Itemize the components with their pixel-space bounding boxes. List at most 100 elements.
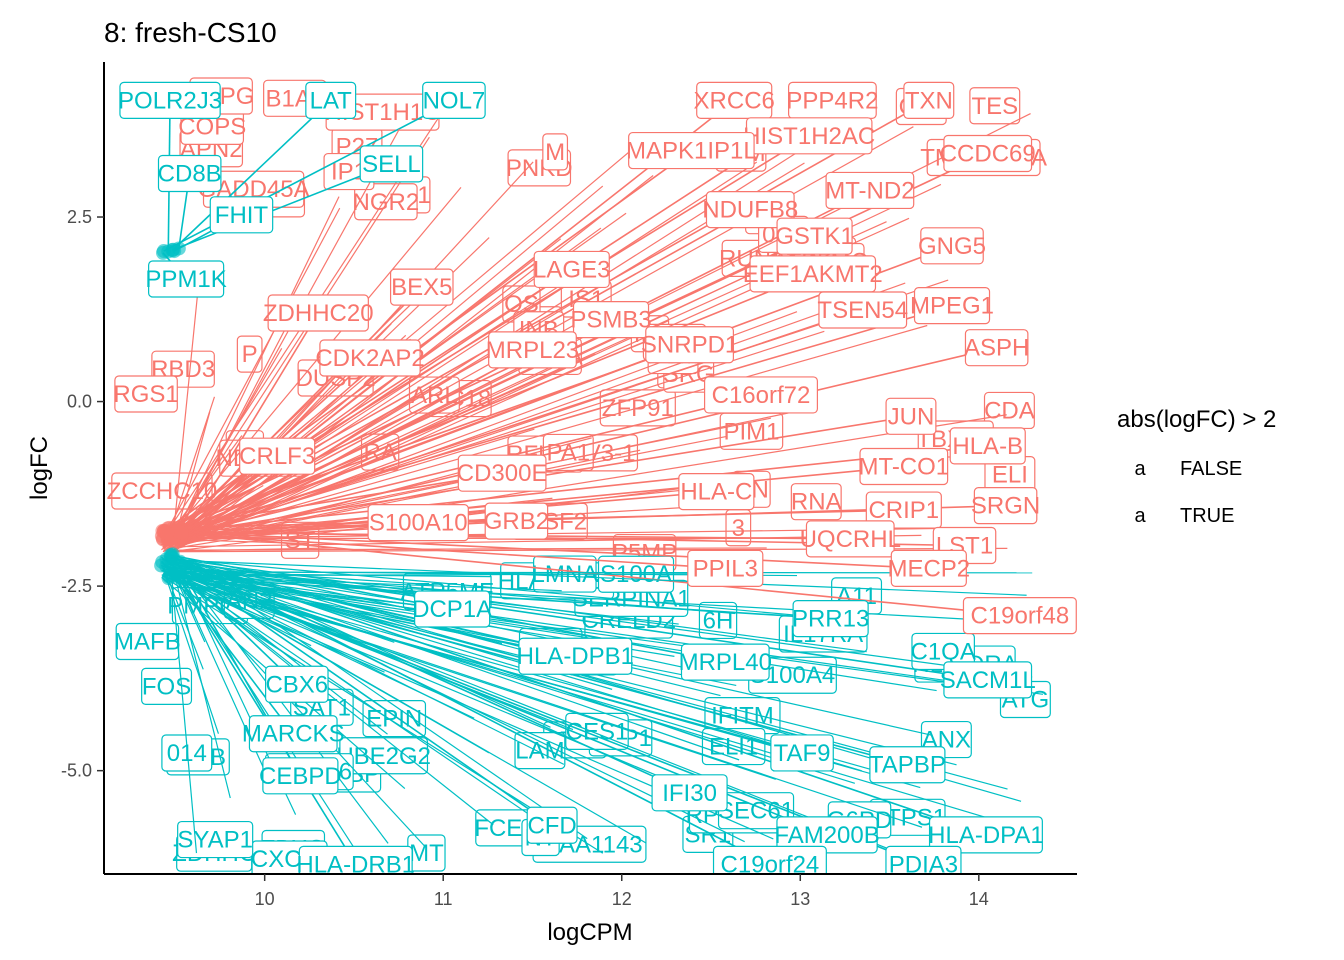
gene-label: HLA-DRB1 — [296, 845, 415, 878]
svg-text:M: M — [545, 139, 565, 166]
fan-line — [172, 571, 206, 643]
connector-line — [179, 235, 815, 535]
legend-label-true: TRUE — [1180, 505, 1234, 527]
svg-text:HLA-DRB1: HLA-DRB1 — [296, 851, 415, 878]
gene-label: XRCC6 — [694, 81, 775, 119]
svg-text:C1QA: C1QA — [910, 638, 975, 665]
svg-text:HLA-C: HLA-C — [680, 479, 752, 506]
fan-line — [167, 573, 587, 639]
legend-key-true: a — [1134, 505, 1146, 527]
gene-label: C16orf72 — [703, 376, 818, 414]
y-axis-ticks: 2.5 0.0 -2.5 -5.0 — [61, 207, 104, 781]
gene-label: TSEN54 — [817, 291, 908, 329]
gene-label: CFD — [526, 806, 578, 844]
svg-text:CDK2AP2: CDK2AP2 — [315, 345, 424, 372]
data-point — [167, 244, 182, 259]
fan-line — [177, 571, 937, 692]
y-tick-label: 2.5 — [67, 207, 92, 227]
gene-label: HLA-B — [949, 427, 1026, 465]
fan-line — [173, 324, 928, 541]
svg-text:CFD: CFD — [527, 812, 576, 839]
background-label: SYAP1 — [177, 820, 254, 859]
x-tick-label: 12 — [612, 889, 632, 909]
gene-label: C19orf48 — [962, 597, 1077, 635]
gene-label: CCDC69 — [940, 134, 1036, 173]
gene-label: SACM1L — [940, 661, 1036, 699]
svg-text:TES: TES — [971, 93, 1018, 120]
background-label: CDA — [983, 391, 1035, 430]
chart-title: 8: fresh-CS10 — [104, 17, 277, 48]
svg-text:GNG5: GNG5 — [918, 233, 986, 260]
gene-label: MT-CO1 — [858, 447, 949, 486]
gene-label: HLA-DPB1 — [517, 637, 634, 675]
svg-text:HIST1H2AC: HIST1H2AC — [743, 123, 875, 150]
data-point — [174, 525, 189, 540]
connector-line — [172, 99, 332, 251]
fan-line — [164, 559, 1027, 596]
fan-line — [165, 571, 737, 687]
gene-label: PSMB3 — [570, 301, 652, 339]
gene-label: BEX5 — [389, 268, 454, 306]
connector-line — [173, 557, 987, 836]
y-tick-label: -5.0 — [61, 761, 92, 781]
gene-label: PPM1K — [145, 260, 227, 298]
svg-text:LAGE3: LAGE3 — [533, 256, 610, 283]
gene-label: TAPBP — [869, 746, 946, 784]
x-tick-label: 13 — [790, 889, 810, 909]
svg-text:HLA-DPA1: HLA-DPA1 — [928, 822, 1044, 849]
svg-text:MRPL40: MRPL40 — [679, 649, 772, 676]
gene-label: PPP4R2 — [786, 81, 878, 119]
svg-text:MT-CO1: MT-CO1 — [858, 454, 949, 481]
svg-text:ZDHHC20: ZDHHC20 — [263, 300, 374, 327]
y-axis-label: logFC — [26, 436, 53, 500]
gene-label: MRPL40 — [679, 643, 772, 681]
svg-text:SNRPD1: SNRPD1 — [641, 332, 738, 359]
fan-line — [174, 570, 356, 850]
gene-label: MRPL23 — [486, 331, 579, 369]
svg-text:XRCC6: XRCC6 — [694, 87, 775, 114]
fan-line — [166, 562, 904, 856]
svg-text:MECP2: MECP2 — [887, 555, 970, 582]
svg-text:IFI30: IFI30 — [662, 780, 717, 807]
svg-text:PDIA3: PDIA3 — [889, 851, 958, 878]
gene-label: FHIT — [209, 196, 274, 234]
legend-entry-false: a FALSE — [1134, 458, 1242, 480]
svg-text:C19orf48: C19orf48 — [971, 603, 1070, 630]
gene-label: CRLF3 — [239, 437, 316, 475]
svg-text:TAPBP: TAPBP — [869, 752, 946, 779]
fan-line — [162, 575, 776, 780]
gene-label: TXN — [903, 81, 955, 119]
connector-line — [177, 575, 831, 620]
gene-label: MT-ND2 — [825, 171, 915, 210]
fan-line — [164, 162, 805, 551]
fan-line — [175, 435, 727, 545]
svg-text:SRGN: SRGN — [971, 493, 1040, 520]
legend-key-false: a — [1134, 458, 1146, 480]
svg-text:CD300E: CD300E — [457, 460, 548, 487]
fan-line — [172, 560, 1033, 678]
svg-text:NGR2: NGR2 — [353, 189, 420, 216]
gene-label: ZDHHC20 — [263, 294, 374, 332]
gene-label: LAT — [305, 81, 357, 119]
svg-text:GRB2: GRB2 — [484, 508, 549, 535]
connector-line — [160, 564, 924, 866]
fan-line — [170, 566, 433, 586]
gene-label: GRB2 — [484, 502, 549, 540]
svg-text:CRLF3: CRLF3 — [239, 443, 315, 470]
svg-text:C16orf72: C16orf72 — [712, 382, 811, 409]
gene-label: NOL7 — [422, 81, 486, 119]
svg-text:CCDC69: CCDC69 — [940, 141, 1036, 168]
svg-text:SACM1L: SACM1L — [940, 667, 1036, 694]
fan-line — [169, 562, 1008, 790]
x-tick-label: 10 — [255, 889, 275, 909]
gene-label: JUN — [885, 397, 937, 435]
svg-text:C19orf24: C19orf24 — [721, 851, 820, 878]
gene-label: MECP2 — [887, 549, 970, 587]
fan-line — [163, 563, 291, 667]
fan-line — [173, 414, 1007, 549]
background-label: NGR2 — [353, 183, 420, 221]
fan-line — [162, 573, 986, 689]
svg-text:PPIL3: PPIL3 — [693, 555, 758, 582]
fan-line — [169, 561, 198, 854]
